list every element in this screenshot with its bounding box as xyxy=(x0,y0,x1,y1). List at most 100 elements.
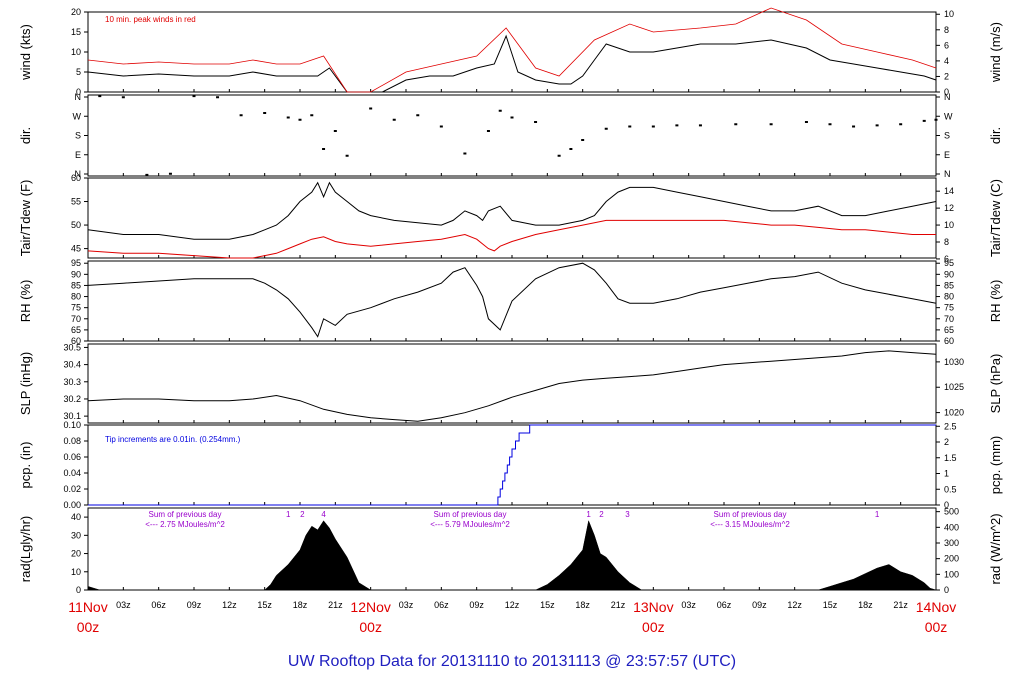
dir-point xyxy=(298,118,302,121)
rad-right-tick-label: 0 xyxy=(944,585,949,595)
dir-frame xyxy=(87,94,937,177)
pcp-right-tick-label: 1.5 xyxy=(944,453,957,463)
rad-marker: 1 xyxy=(586,510,591,519)
dir-point xyxy=(98,95,102,98)
dir-point xyxy=(463,152,467,155)
x-hour-label: 15z xyxy=(823,600,838,610)
rad-sum-line1: Sum of previous day xyxy=(714,510,787,519)
dir-point xyxy=(534,121,538,123)
pcp-right-tick-label: 0 xyxy=(944,500,949,510)
pcp-ylabel-right: pcp. (mm) xyxy=(988,436,1003,495)
wind-right-tick-label: 6 xyxy=(944,40,949,50)
x-hour-label: 09z xyxy=(469,600,484,610)
slp-ylabel-right: SLP (hPa) xyxy=(988,354,1003,414)
dir-point xyxy=(604,127,608,130)
x-day-top-label: 12Nov xyxy=(350,599,390,615)
dir-point xyxy=(899,123,903,126)
dir-point xyxy=(498,109,502,112)
rh-right-tick-label: 75 xyxy=(944,303,954,313)
dir-point xyxy=(439,125,443,128)
dir-point xyxy=(581,139,585,141)
dir-right-tick-label: W xyxy=(944,111,953,121)
dir-point xyxy=(628,125,632,128)
wind-left-tick-label: 5 xyxy=(76,67,81,77)
wind-right-tick-label: 10 xyxy=(944,9,954,19)
rad-right-tick-label: 300 xyxy=(944,538,959,548)
temp-ylabel-right: Tair/Tdew (C) xyxy=(988,179,1003,257)
dir-point xyxy=(651,125,655,128)
rad-right-tick-label: 400 xyxy=(944,522,959,532)
rh-right-tick-label: 90 xyxy=(944,269,954,279)
rad-sum-line1: Sum of previous day xyxy=(434,510,507,519)
slp-right-tick-label: 1030 xyxy=(944,357,964,367)
rad-sum-line2: <--- 5.79 MJoules/m^2 xyxy=(430,520,510,529)
pcp-annotation: Tip increments are 0.01in. (0.254mm.) xyxy=(105,435,241,444)
dir-right-tick-label: N xyxy=(944,92,951,102)
pcp-line-0 xyxy=(88,424,936,506)
dir-point xyxy=(734,123,738,126)
dir-point xyxy=(698,124,702,127)
dir-point xyxy=(804,121,808,123)
dir-point xyxy=(168,172,172,175)
dir-point xyxy=(569,148,573,150)
x-hour-label: 21z xyxy=(893,600,908,610)
rad-area xyxy=(87,519,937,591)
dir-point xyxy=(852,125,856,128)
pcp-right-tick-label: 1 xyxy=(944,469,949,479)
dir-point xyxy=(145,173,149,176)
dir-point xyxy=(121,96,125,99)
temp-line-0 xyxy=(87,181,937,240)
temp-left-tick-label: 45 xyxy=(71,244,81,254)
pcp-right-tick-label: 2 xyxy=(944,437,949,447)
dir-point xyxy=(510,116,514,119)
rad-marker: 1 xyxy=(875,510,880,519)
dir-point xyxy=(934,118,938,121)
x-hour-label: 09z xyxy=(187,600,202,610)
wind-left-tick-label: 10 xyxy=(71,47,81,57)
x-hour-label: 21z xyxy=(611,600,626,610)
rh-left-tick-label: 90 xyxy=(71,269,81,279)
wind-annotation: 10 min. peak winds in red xyxy=(105,15,196,24)
dir-right-tick-label: N xyxy=(944,169,951,179)
temp-line-1 xyxy=(87,219,936,259)
rh-left-tick-label: 60 xyxy=(71,336,81,346)
pcp-left-tick-label: 0.06 xyxy=(63,452,81,462)
wind-right-tick-label: 0 xyxy=(944,87,949,97)
x-day-bottom-label: 00z xyxy=(359,619,382,635)
wind-right-tick-label: 4 xyxy=(944,56,949,66)
dir-point xyxy=(875,124,879,127)
temp-right-tick-label: 8 xyxy=(944,237,949,247)
x-hour-label: 12z xyxy=(787,600,802,610)
dir-right-tick-label: E xyxy=(944,150,950,160)
slp-ylabel-left: SLP (inHg) xyxy=(18,352,33,415)
dir-point xyxy=(675,124,679,127)
temp-frame xyxy=(87,177,937,259)
dir-point xyxy=(286,116,290,119)
temp-right-tick-label: 14 xyxy=(944,186,954,196)
temp-left-tick-label: 60 xyxy=(71,173,81,183)
rad-left-tick-label: 0 xyxy=(76,585,81,595)
rh-left-tick-label: 80 xyxy=(71,292,81,302)
rad-sum-line1: Sum of previous day xyxy=(149,510,222,519)
dir-point xyxy=(345,154,349,157)
dir-point xyxy=(310,114,314,117)
slp-frame xyxy=(87,343,937,424)
rh-left-tick-label: 95 xyxy=(71,258,81,268)
pcp-left-tick-label: 0.08 xyxy=(63,436,81,446)
rh-right-tick-label: 65 xyxy=(944,325,954,335)
slp-left-tick-label: 30.1 xyxy=(63,411,81,421)
temp-left-tick-label: 55 xyxy=(71,197,81,207)
rad-marker: 1 xyxy=(286,510,291,519)
x-day-bottom-label: 00z xyxy=(77,619,100,635)
x-hour-label: 09z xyxy=(752,600,767,610)
wind-right-tick-label: 8 xyxy=(944,25,949,35)
rad-left-tick-label: 30 xyxy=(71,530,81,540)
x-hour-label: 03z xyxy=(116,600,131,610)
rh-left-tick-label: 75 xyxy=(71,303,81,313)
rad-sum-line2: <--- 2.75 MJoules/m^2 xyxy=(145,520,225,529)
slp-right-tick-label: 1025 xyxy=(944,382,964,392)
pcp-left-tick-label: 0.04 xyxy=(63,468,81,478)
dir-point xyxy=(239,114,243,117)
rad-marker: 3 xyxy=(625,510,630,519)
